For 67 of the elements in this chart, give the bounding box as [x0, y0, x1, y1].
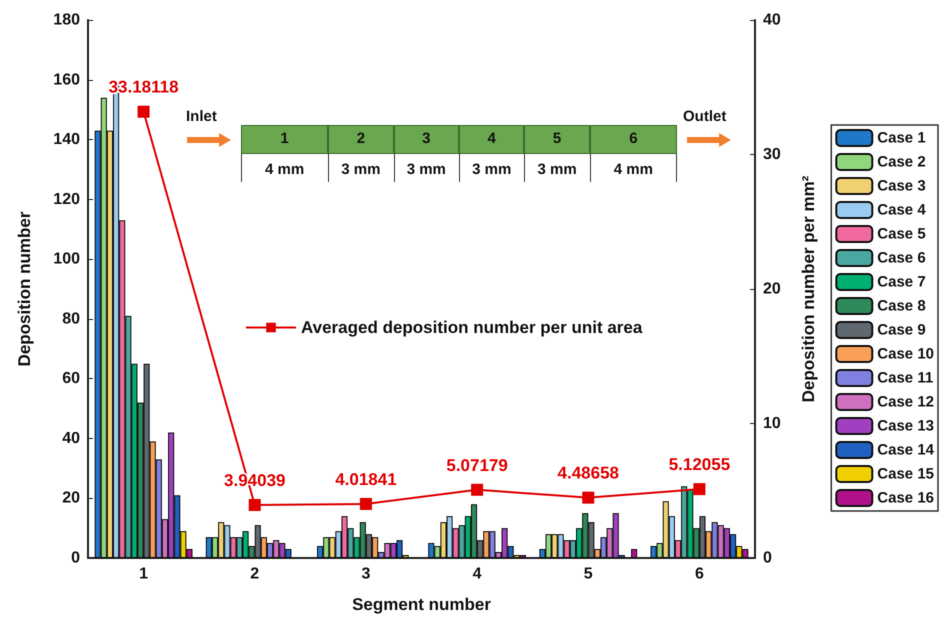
point [471, 484, 484, 496]
x-tick-label: 5 [584, 566, 593, 582]
legend-label: Averaged deposition number per unit area [301, 318, 643, 337]
y2-tick-label: 10 [763, 415, 781, 432]
annotation: 4 [486, 130, 497, 147]
bar [631, 549, 638, 558]
legend-label: Case 13 [877, 418, 934, 434]
annotation: 3 mm [340, 161, 382, 178]
legend-label: Case 12 [877, 394, 934, 410]
annotation: 3 mm [406, 161, 447, 178]
x-tick-label: 4 [472, 566, 482, 582]
legend-label: Case 8 [877, 298, 926, 314]
y-tick-label: 40 [62, 430, 80, 447]
legend-label: Case 5 [877, 226, 926, 242]
x-axis-title: Segment number [352, 595, 492, 614]
legend-label: Case 7 [877, 274, 926, 290]
point [138, 106, 150, 118]
y-tick-label: 0 [71, 550, 80, 566]
data-label: 5.07179 [446, 456, 508, 475]
y-axis-title: Deposition number [15, 211, 34, 366]
point [693, 483, 706, 496]
annotation: 4 mm [264, 161, 306, 178]
legend-label: Case 4 [877, 202, 926, 218]
annotation: 4 mm [612, 161, 654, 178]
annotation: Inlet [186, 108, 217, 125]
x-tick-label: 2 [250, 566, 260, 582]
legend-label: Case 14 [877, 442, 935, 458]
y2-tick-label: 40 [763, 12, 781, 28]
y2-tick-label: 20 [763, 280, 781, 298]
y-tick-label: 60 [62, 370, 80, 388]
legend-label: Case 15 [877, 466, 934, 482]
y-tick-label: 160 [53, 71, 80, 88]
legend-label: Case 16 [877, 490, 934, 506]
annotation: 2 [356, 130, 366, 147]
data-label: 5.12055 [668, 455, 730, 474]
legend-label: Case 1 [877, 130, 926, 146]
annotation: 6 [628, 130, 639, 147]
y-tick-label: 100 [53, 250, 80, 268]
y-tick-label: 120 [53, 190, 80, 208]
legend-label: Case 2 [877, 154, 926, 170]
y-tick-label: 20 [62, 490, 80, 507]
x-tick-label: 6 [694, 566, 704, 582]
legend-label: Case 9 [877, 322, 926, 338]
annotation: 3 mm [536, 161, 578, 178]
annotation: 1 [279, 130, 290, 147]
data-label: 4.48658 [558, 464, 619, 483]
y-tick-label: 140 [53, 131, 80, 148]
data-label: 4.01841 [335, 470, 397, 489]
point [360, 498, 372, 510]
annotation: Outlet [683, 108, 726, 125]
annotation: 5 [552, 130, 562, 147]
annotation: 3 [421, 130, 432, 147]
y2-axis-title: Deposition number per mm² [799, 175, 818, 402]
legend-label: Case 10 [877, 346, 934, 362]
y-tick-label: 180 [53, 12, 80, 28]
point [248, 499, 261, 511]
legend-label: Case 11 [877, 370, 934, 386]
x-tick-label: 3 [361, 566, 370, 582]
data-label: 33.18118 [108, 78, 179, 97]
legend-label: Case 6 [877, 250, 926, 266]
annotation: 3 mm [471, 161, 512, 178]
y-tick-label: 80 [62, 310, 80, 328]
legend-label: Case 3 [877, 178, 926, 194]
point [582, 492, 594, 504]
y2-tick-label: 30 [763, 146, 781, 163]
x-tick-label: 1 [139, 566, 148, 582]
y2-tick-label: 0 [763, 550, 772, 566]
